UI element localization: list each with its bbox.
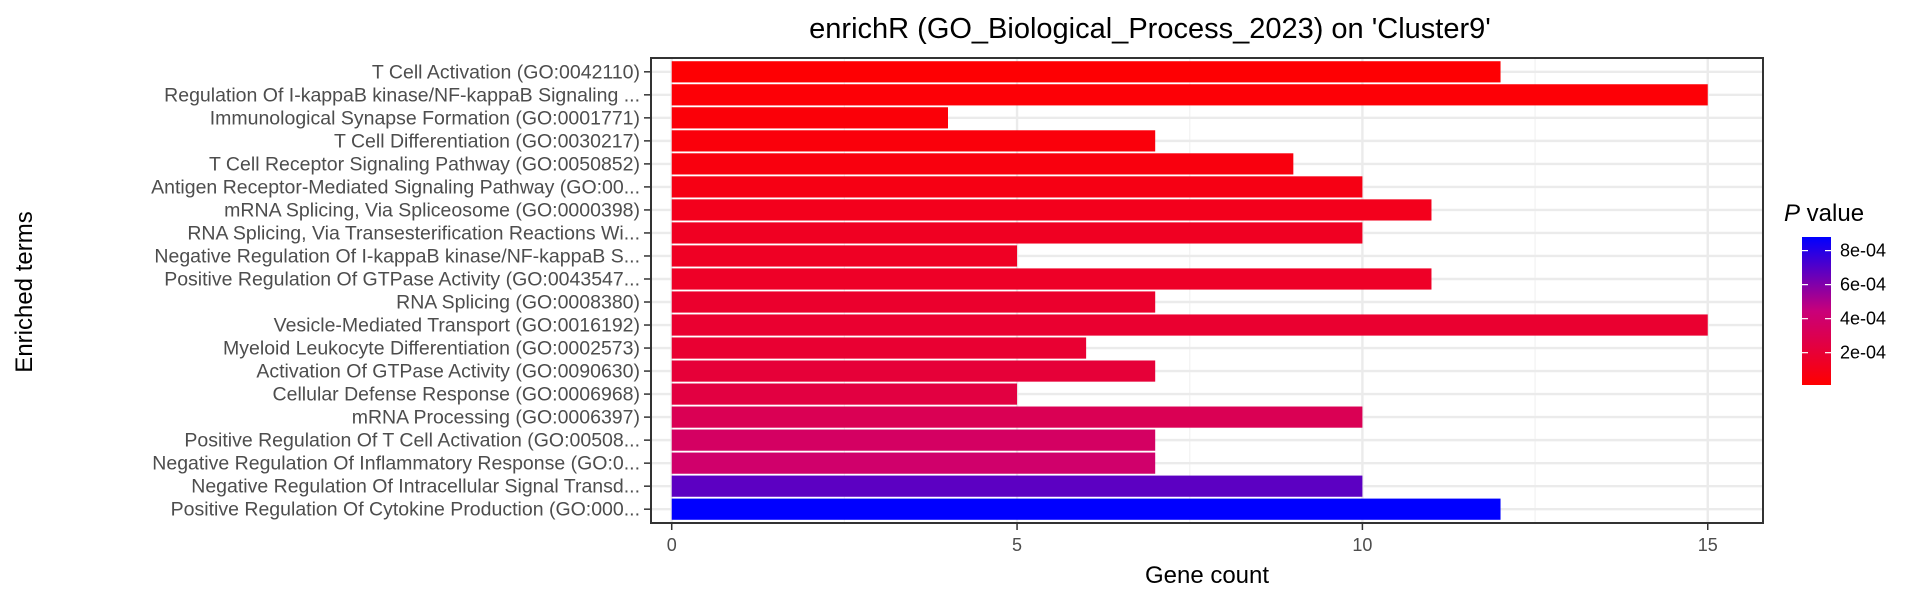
bar	[671, 498, 1501, 520]
p-value-legend: P value 2e-04 4e-04 6e-04 8e-04	[1784, 200, 1886, 385]
bar	[671, 406, 1363, 428]
category-label: mRNA Splicing, Via Spliceosome (GO:00003…	[224, 199, 640, 221]
bar	[671, 314, 1708, 336]
category-label: RNA Splicing, Via Transesterification Re…	[187, 222, 640, 244]
category-label: Positive Regulation Of T Cell Activation…	[184, 430, 640, 452]
category-label: Negative Regulation Of Inflammatory Resp…	[152, 453, 640, 475]
bar	[671, 337, 1087, 359]
bar	[671, 383, 1018, 405]
category-label: RNA Splicing (GO:0008380)	[396, 292, 640, 314]
bar	[671, 84, 1708, 106]
category-label: mRNA Processing (GO:0006397)	[352, 407, 640, 429]
bar	[671, 475, 1363, 497]
category-label: Immunological Synapse Formation (GO:0001…	[210, 107, 640, 129]
category-label: Negative Regulation Of Intracellular Sig…	[191, 476, 640, 498]
x-tick-label: 0	[667, 535, 677, 555]
legend-title-rest: value	[1800, 200, 1864, 227]
legend-tick-label: 6e-04	[1840, 275, 1886, 295]
bar	[671, 176, 1363, 198]
bar	[671, 291, 1156, 313]
bar	[671, 245, 1018, 267]
legend-tick-label: 8e-04	[1840, 241, 1886, 261]
x-tick-label: 15	[1698, 535, 1718, 555]
legend-ticks: 2e-04 4e-04 6e-04 8e-04	[1802, 241, 1886, 363]
category-label: Activation Of GTPase Activity (GO:009063…	[256, 361, 640, 383]
category-label: Regulation Of I-kappaB kinase/NF-kappaB …	[164, 84, 640, 106]
bars	[671, 61, 1708, 520]
bar	[671, 360, 1156, 382]
y-axis-title: Enriched terms	[11, 211, 38, 372]
bar	[671, 268, 1432, 290]
category-label: T Cell Activation (GO:0042110)	[372, 61, 640, 83]
category-label: Myeloid Leukocyte Differentiation (GO:00…	[223, 338, 640, 360]
legend-tick-label: 4e-04	[1840, 309, 1886, 329]
category-label: Positive Regulation Of Cytokine Producti…	[171, 499, 640, 521]
bar	[671, 153, 1294, 175]
category-label: T Cell Receptor Signaling Pathway (GO:00…	[209, 153, 640, 175]
bar	[671, 199, 1432, 221]
plot-panel-border	[650, 57, 1764, 524]
bar	[671, 452, 1156, 474]
chart-title: enrichR (GO_Biological_Process_2023) on …	[809, 13, 1491, 45]
legend-tick-label: 2e-04	[1840, 343, 1886, 363]
bar	[671, 61, 1501, 83]
category-label: Positive Regulation Of GTPase Activity (…	[164, 268, 640, 290]
legend-colorbar	[1802, 237, 1831, 385]
category-label: Cellular Defense Response (GO:0006968)	[273, 384, 640, 406]
bar	[671, 130, 1156, 152]
category-label: Vesicle-Mediated Transport (GO:0016192)	[274, 315, 640, 337]
x-tick-label: 10	[1352, 535, 1372, 555]
bar	[671, 107, 948, 129]
category-label: Antigen Receptor-Mediated Signaling Path…	[151, 176, 640, 198]
category-label: Negative Regulation Of I-kappaB kinase/N…	[154, 245, 640, 267]
x-tick-label: 5	[1012, 535, 1022, 555]
category-label: T Cell Differentiation (GO:0030217)	[334, 130, 640, 152]
legend-title: P value	[1784, 200, 1864, 227]
category-labels: T Cell Activation (GO:0042110)Regulation…	[151, 61, 651, 521]
x-axis-ticks: 0 5 10 15	[667, 523, 1718, 555]
bar	[671, 222, 1363, 244]
bar	[671, 429, 1156, 451]
x-axis-title: Gene count	[1145, 562, 1269, 589]
legend-title-italic: P	[1784, 200, 1800, 227]
